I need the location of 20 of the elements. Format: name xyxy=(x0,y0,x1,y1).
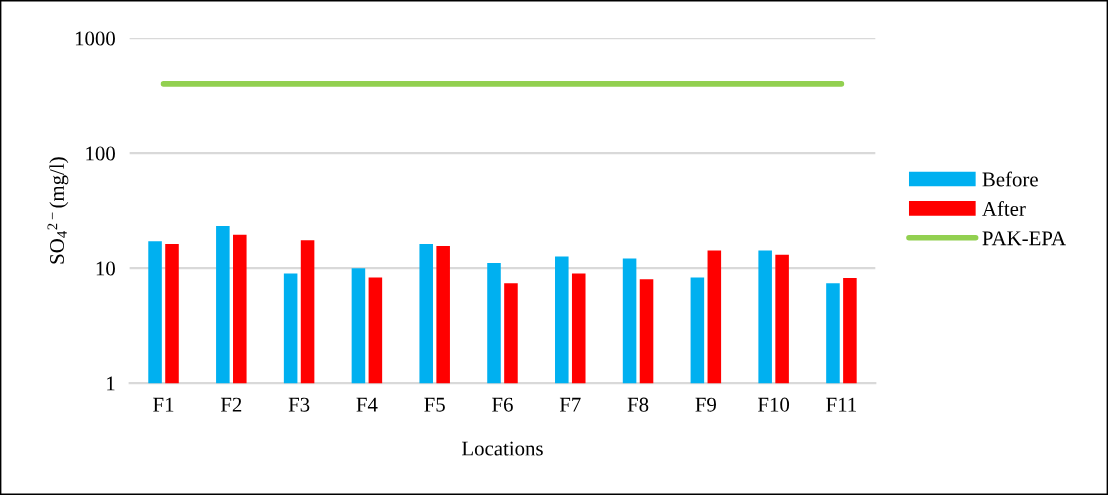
legend-label: After xyxy=(982,201,1026,216)
x-tick-label: F11 xyxy=(826,397,856,412)
x-tick-label: F10 xyxy=(758,397,790,412)
y-tick-label: 1 xyxy=(107,376,115,391)
x-tick-label: F2 xyxy=(220,397,242,412)
x-tick-label: F4 xyxy=(356,397,378,412)
y-tick-label: 10 xyxy=(96,261,115,276)
y-axis-title: SO$_{4}$$^{2−}$(mg/l) xyxy=(47,157,69,264)
x-tick-label: F7 xyxy=(559,397,581,412)
x-tick-label: F9 xyxy=(695,397,716,412)
x-tick-label: F1 xyxy=(153,397,174,412)
y-tick-label: 1000 xyxy=(75,31,115,46)
x-tick-label: F8 xyxy=(627,397,649,412)
x-tick-label: F6 xyxy=(492,397,513,412)
y-tick-label: 100 xyxy=(86,146,115,161)
legend-label: Before xyxy=(982,171,1038,187)
x-axis-title: Locations xyxy=(462,441,543,456)
legend-label: PAK-EPA xyxy=(982,231,1066,246)
x-tick-label: F3 xyxy=(288,397,310,412)
x-tick-label: F5 xyxy=(424,397,445,412)
